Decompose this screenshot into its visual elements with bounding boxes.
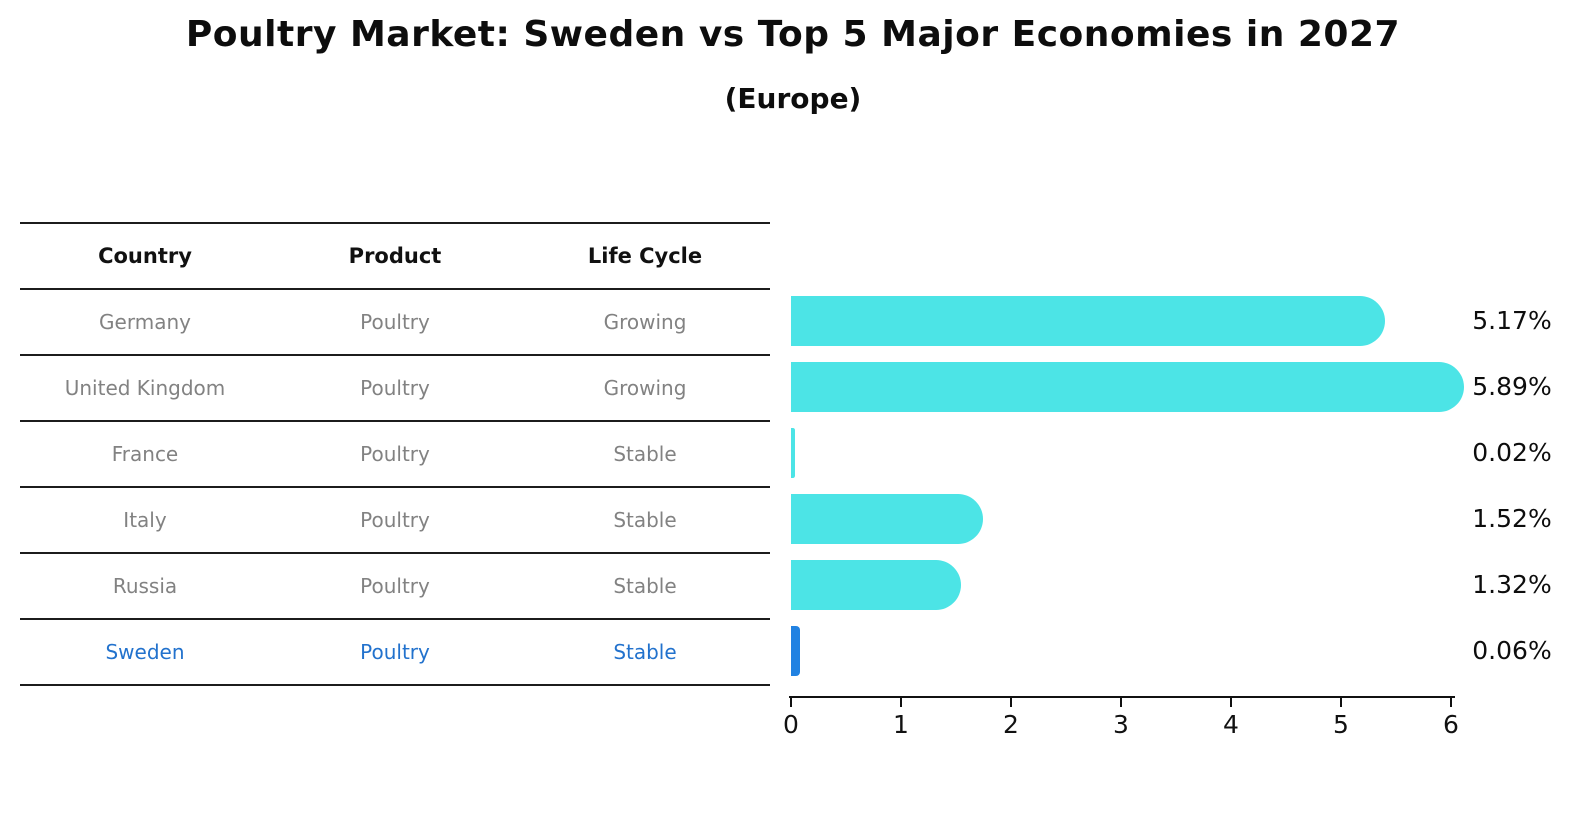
table-body: Germany Poultry Growing United Kingdom Poult… bbox=[20, 290, 770, 684]
product-cell: Poultry bbox=[360, 376, 430, 400]
bar-russia bbox=[791, 560, 962, 610]
bar-france bbox=[791, 428, 796, 478]
country-cell: United Kingdom bbox=[64, 376, 226, 400]
chart-title: Poultry Market: Sweden vs Top 5 Major Ec… bbox=[185, 14, 1401, 55]
life-cycle-cell: Stable bbox=[613, 442, 677, 466]
value-label-united-kingdom: 5.89% bbox=[1472, 372, 1552, 401]
product-cell: Poultry bbox=[360, 442, 430, 466]
x-tick bbox=[1230, 698, 1232, 707]
column-header-country: Country bbox=[98, 244, 192, 268]
x-tick-label: 2 bbox=[1003, 710, 1019, 739]
x-tick-label: 5 bbox=[1333, 710, 1349, 739]
chart-subtitle: (Europe) bbox=[724, 82, 862, 115]
life-cycle-cell: Stable bbox=[613, 574, 677, 598]
bar-sweden bbox=[791, 626, 800, 676]
bar-italy bbox=[791, 494, 984, 544]
value-label-germany: 5.17% bbox=[1472, 306, 1552, 335]
country-table: Country Product Life Cycle Germany Poultr… bbox=[20, 222, 770, 686]
life-cycle-cell: Growing bbox=[603, 376, 687, 400]
value-label-sweden: 0.06% bbox=[1472, 636, 1552, 665]
value-label-russia: 1.32% bbox=[1472, 570, 1552, 599]
x-tick-label: 6 bbox=[1443, 710, 1459, 739]
x-tick-label: 0 bbox=[783, 710, 799, 739]
country-cell: Italy bbox=[123, 508, 167, 532]
life-cycle-cell: Stable bbox=[613, 640, 677, 664]
life-cycle-cell: Stable bbox=[613, 508, 677, 532]
bar-germany bbox=[791, 296, 1385, 346]
table-row-sweden: Sweden Poultry Stable bbox=[20, 620, 770, 684]
table-row-france: France Poultry Stable bbox=[20, 422, 770, 488]
x-tick bbox=[900, 698, 902, 707]
table-row-germany: Germany Poultry Growing bbox=[20, 290, 770, 356]
x-tick-label: 3 bbox=[1113, 710, 1129, 739]
table-row-russia: Russia Poultry Stable bbox=[20, 554, 770, 620]
country-cell: Russia bbox=[112, 574, 178, 598]
x-tick bbox=[1340, 698, 1342, 707]
x-tick bbox=[1120, 698, 1122, 707]
column-header-product: Product bbox=[348, 244, 442, 268]
table-header-row: Country Product Life Cycle bbox=[20, 224, 770, 290]
product-cell: Poultry bbox=[360, 640, 430, 664]
bar-united-kingdom bbox=[791, 362, 1464, 412]
product-cell: Poultry bbox=[360, 574, 430, 598]
x-tick-label: 4 bbox=[1223, 710, 1239, 739]
product-cell: Poultry bbox=[360, 310, 430, 334]
life-cycle-cell: Growing bbox=[603, 310, 687, 334]
country-cell: France bbox=[111, 442, 179, 466]
x-tick bbox=[1010, 698, 1012, 707]
table-row-italy: Italy Poultry Stable bbox=[20, 488, 770, 554]
x-tick-label: 1 bbox=[893, 710, 909, 739]
column-header-life-cycle: Life Cycle bbox=[587, 244, 703, 268]
country-cell: Sweden bbox=[105, 640, 185, 664]
table-row-united-kingdom: United Kingdom Poultry Growing bbox=[20, 356, 770, 422]
product-cell: Poultry bbox=[360, 508, 430, 532]
x-tick bbox=[790, 698, 792, 707]
country-cell: Germany bbox=[99, 310, 191, 334]
value-label-france: 0.02% bbox=[1472, 438, 1552, 467]
value-label-italy: 1.52% bbox=[1472, 504, 1552, 533]
x-axis-line bbox=[789, 696, 1455, 698]
x-tick bbox=[1450, 698, 1452, 707]
